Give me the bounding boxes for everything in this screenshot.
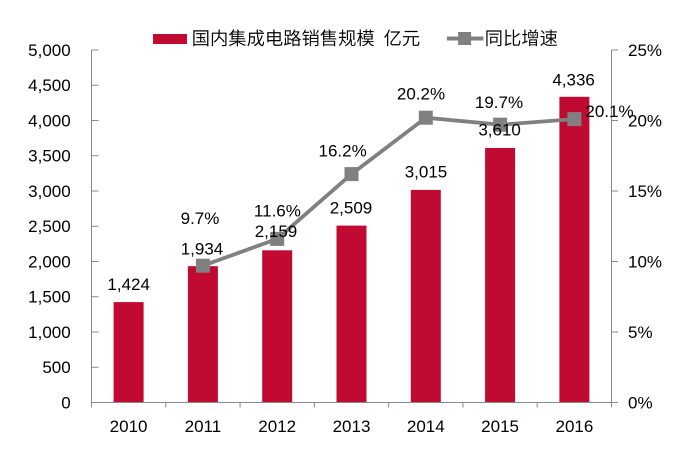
- svg-text:2015: 2015: [481, 417, 519, 436]
- svg-text:2014: 2014: [407, 417, 445, 436]
- svg-text:2,000: 2,000: [28, 252, 71, 271]
- svg-text:2010: 2010: [110, 417, 148, 436]
- svg-text:3,000: 3,000: [28, 182, 71, 201]
- svg-text:20%: 20%: [628, 111, 662, 130]
- svg-text:11.6%: 11.6%: [254, 201, 301, 220]
- svg-text:3,610: 3,610: [478, 120, 521, 139]
- svg-text:4,500: 4,500: [28, 76, 71, 95]
- svg-text:1,424: 1,424: [107, 275, 150, 294]
- svg-text:2,500: 2,500: [28, 217, 71, 236]
- svg-text:2,159: 2,159: [255, 222, 298, 241]
- svg-text:0%: 0%: [628, 393, 653, 412]
- svg-text:3,015: 3,015: [405, 162, 448, 181]
- svg-text:2013: 2013: [333, 417, 371, 436]
- svg-text:25%: 25%: [628, 41, 662, 60]
- svg-text:0: 0: [61, 393, 70, 412]
- svg-text:2012: 2012: [258, 417, 296, 436]
- svg-text:1,934: 1,934: [181, 239, 224, 258]
- svg-text:500: 500: [42, 358, 70, 377]
- svg-text:10%: 10%: [628, 252, 662, 271]
- svg-text:4,336: 4,336: [552, 71, 595, 90]
- svg-text:2,509: 2,509: [330, 198, 373, 217]
- svg-text:19.7%: 19.7%: [475, 93, 523, 112]
- svg-text:15%: 15%: [628, 182, 662, 201]
- svg-text:9.7%: 9.7%: [181, 209, 220, 228]
- svg-text:2011: 2011: [185, 417, 222, 436]
- svg-text:5%: 5%: [628, 323, 653, 342]
- svg-text:20.2%: 20.2%: [397, 85, 445, 104]
- svg-text:3,500: 3,500: [28, 147, 71, 166]
- svg-text:4,000: 4,000: [28, 111, 71, 130]
- svg-text:5,000: 5,000: [28, 41, 71, 60]
- svg-text:1,000: 1,000: [28, 323, 71, 342]
- svg-text:2016: 2016: [555, 417, 593, 436]
- svg-text:1,500: 1,500: [28, 288, 71, 307]
- svg-text:16.2%: 16.2%: [318, 141, 366, 160]
- svg-text:20.1%: 20.1%: [585, 102, 633, 121]
